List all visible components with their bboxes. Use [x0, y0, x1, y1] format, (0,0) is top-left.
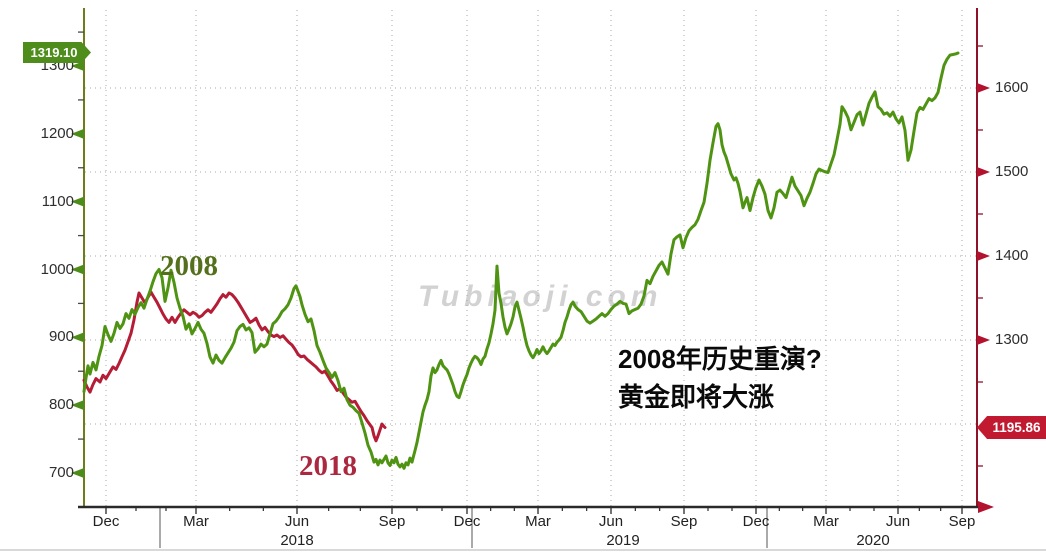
series-label-2008: 2008: [160, 250, 218, 282]
annotation-line2: 黄金即将大涨: [618, 382, 775, 412]
x-axis-arrow: [978, 501, 994, 513]
left-axis-tick-marker: [71, 400, 84, 411]
annotation-line1: 2008年历史重演?: [618, 344, 822, 374]
annotation-text: 2008年历史重演? 黄金即将大涨: [618, 340, 822, 416]
series-line-2018: [82, 290, 387, 443]
left-axis-tick-marker: [71, 196, 84, 207]
series-line-2008: [82, 51, 960, 470]
series-label-2018: 2018: [299, 450, 357, 482]
right-axis-price-flag: 1195.86: [977, 416, 1046, 439]
right-axis-tick-marker: [977, 335, 990, 345]
left-axis-tick-marker: [71, 264, 84, 275]
right-axis-tick-marker: [977, 167, 990, 177]
left-axis-tick-marker: [71, 468, 84, 478]
right-axis-tick-marker: [977, 83, 990, 93]
left-axis-tick-marker: [71, 128, 84, 139]
right-axis-price-flag-value: 1195.86: [992, 420, 1041, 435]
left-axis-price-flag: 1319.10: [23, 42, 91, 63]
right-axis-tick-marker: [977, 251, 990, 261]
bottom-divider: [0, 549, 1046, 551]
left-axis-tick-marker: [71, 332, 84, 343]
left-axis-tick-marker: [71, 61, 84, 71]
left-axis-price-flag-value: 1319.10: [30, 45, 78, 60]
